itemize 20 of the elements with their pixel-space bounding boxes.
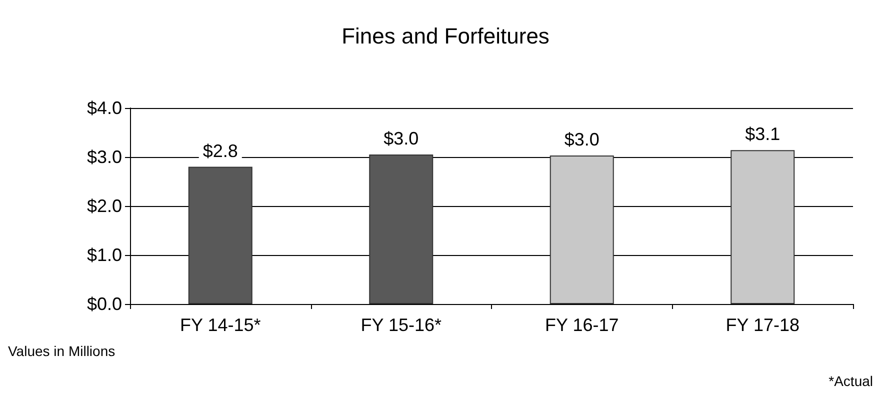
- x-tick-label: FY 16-17: [545, 315, 619, 335]
- data-label: $3.0: [564, 130, 600, 150]
- bar: [369, 154, 434, 304]
- text: *Actual: [828, 373, 873, 389]
- data-label: $3.1: [745, 124, 780, 144]
- y-tick-label: $2.0: [86, 196, 122, 216]
- y-tick-label: $0.0: [86, 294, 122, 314]
- chart-title: Fines and Forfeitures: [342, 24, 550, 48]
- text: Values in Millions: [8, 343, 116, 359]
- x-tick-label: FY 17-18: [726, 315, 800, 335]
- x-tick-label: FY 15-16*: [360, 315, 442, 335]
- bar: [550, 156, 614, 304]
- y-tick-label: $3.0: [86, 147, 122, 167]
- x-tick-label: FY 14-15*: [180, 315, 261, 335]
- data-label: $2.8: [202, 140, 238, 161]
- data-label: $3.0: [384, 128, 419, 149]
- y-tick-label: $1.0: [86, 245, 122, 265]
- bar: [730, 150, 795, 304]
- y-tick-label: $4.0: [86, 98, 122, 118]
- bar: [188, 166, 252, 304]
